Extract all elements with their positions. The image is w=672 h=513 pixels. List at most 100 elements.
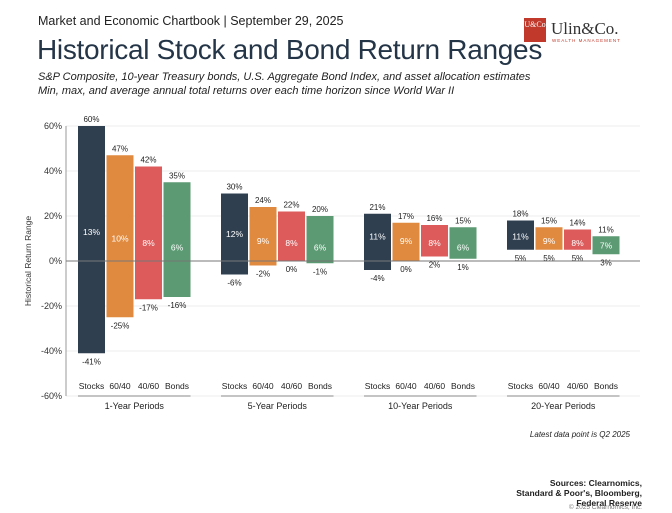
subtitle-line-2: Min, max, and average annual total retur… bbox=[38, 85, 455, 97]
min-label: -16% bbox=[168, 301, 187, 310]
range-bar bbox=[106, 155, 134, 318]
avg-label: 8% bbox=[142, 238, 155, 248]
range-bar bbox=[78, 126, 105, 354]
avg-label: 10% bbox=[111, 234, 128, 244]
max-label: 42% bbox=[140, 156, 156, 165]
logo-tagline: WEALTH MANAGEMENT bbox=[552, 38, 621, 43]
y-tick-label: 60% bbox=[44, 121, 62, 131]
category-label: Stocks bbox=[79, 381, 105, 391]
max-label: 60% bbox=[83, 115, 99, 124]
range-bar bbox=[507, 220, 534, 250]
max-label: 30% bbox=[226, 183, 242, 192]
sources-line-3: Federal Reserve bbox=[576, 498, 642, 508]
sources-line-1: Sources: Clearnomics, bbox=[549, 478, 642, 488]
max-label: 14% bbox=[569, 219, 585, 228]
max-label: 16% bbox=[426, 214, 442, 223]
max-label: 15% bbox=[455, 216, 471, 225]
min-label: 0% bbox=[400, 265, 412, 274]
y-tick-label: 20% bbox=[44, 211, 62, 221]
max-label: 17% bbox=[398, 212, 414, 221]
y-tick-label: -20% bbox=[41, 301, 62, 311]
period-label: 20-Year Periods bbox=[531, 401, 596, 411]
max-label: 22% bbox=[283, 201, 299, 210]
max-label: 20% bbox=[312, 205, 328, 214]
max-label: 24% bbox=[255, 196, 271, 205]
y-tick-label: -60% bbox=[41, 391, 62, 401]
category-label: Stocks bbox=[365, 381, 391, 391]
period-label: 10-Year Periods bbox=[388, 401, 453, 411]
min-label: 0% bbox=[286, 265, 298, 274]
max-label: 47% bbox=[112, 144, 128, 153]
range-bar bbox=[592, 236, 620, 255]
max-label: 15% bbox=[541, 216, 557, 225]
category-label: Stocks bbox=[508, 381, 534, 391]
category-label: Stocks bbox=[222, 381, 248, 391]
avg-label: 12% bbox=[226, 229, 243, 239]
category-label: 60/40 bbox=[538, 381, 560, 391]
max-label: 21% bbox=[369, 203, 385, 212]
avg-label: 6% bbox=[457, 243, 470, 253]
category-label: 40/60 bbox=[281, 381, 303, 391]
max-label: 11% bbox=[598, 225, 613, 234]
y-tick-label: 0% bbox=[49, 256, 62, 266]
min-label: -41% bbox=[82, 357, 101, 366]
range-bar bbox=[449, 227, 477, 259]
logo-mark-icon: U&Co bbox=[524, 18, 546, 42]
sources-note: Sources: Clearnomics, Standard & Poor's,… bbox=[516, 478, 642, 508]
y-tick-label: 40% bbox=[44, 166, 62, 176]
range-bar bbox=[421, 225, 448, 257]
max-label: 35% bbox=[169, 171, 185, 180]
category-label: 60/40 bbox=[395, 381, 417, 391]
avg-label: 11% bbox=[512, 231, 529, 241]
logo-name: Ulin&Co. bbox=[551, 19, 619, 38]
category-label: 40/60 bbox=[424, 381, 446, 391]
min-label: 1% bbox=[457, 263, 469, 272]
min-label: -1% bbox=[313, 267, 327, 276]
min-label: -6% bbox=[227, 279, 241, 288]
range-bar bbox=[392, 222, 420, 261]
company-logo: U&Co Ulin&Co. WEALTH MANAGEMENT bbox=[524, 18, 644, 48]
range-bar bbox=[163, 182, 191, 297]
category-label: Bonds bbox=[451, 381, 475, 391]
avg-label: 11% bbox=[369, 231, 386, 241]
min-label: 5% bbox=[572, 254, 584, 263]
min-label: 2% bbox=[429, 261, 441, 270]
min-label: -2% bbox=[256, 270, 270, 279]
avg-label: 7% bbox=[600, 240, 613, 250]
min-label: -4% bbox=[370, 274, 384, 283]
category-label: 40/60 bbox=[138, 381, 160, 391]
category-label: Bonds bbox=[165, 381, 189, 391]
period-label: 5-Year Periods bbox=[248, 401, 308, 411]
avg-label: 9% bbox=[257, 236, 270, 246]
y-tick-label: -40% bbox=[41, 346, 62, 356]
sources-line-2: Standard & Poor's, Bloomberg, bbox=[516, 488, 642, 498]
max-label: 18% bbox=[512, 210, 528, 219]
range-bar bbox=[535, 227, 563, 250]
range-bar bbox=[306, 216, 334, 264]
avg-label: 6% bbox=[314, 243, 327, 253]
min-label: 3% bbox=[600, 258, 612, 267]
latest-data-note: Latest data point is Q2 2025 bbox=[529, 430, 630, 439]
range-bar bbox=[135, 166, 162, 300]
range-bar bbox=[364, 213, 391, 270]
category-label: 60/40 bbox=[109, 381, 131, 391]
logo-mark-text: U&Co bbox=[524, 20, 546, 29]
category-label: 40/60 bbox=[567, 381, 589, 391]
subtitle-line-1: S&P Composite, 10-year Treasury bonds, U… bbox=[38, 71, 531, 83]
chartbook-header: Market and Economic Chartbook | Septembe… bbox=[38, 14, 344, 28]
avg-label: 8% bbox=[285, 238, 298, 248]
min-label: -17% bbox=[139, 303, 158, 312]
avg-label: 9% bbox=[543, 236, 556, 246]
min-label: -25% bbox=[111, 321, 130, 330]
range-bar bbox=[278, 211, 305, 261]
period-label: 1-Year Periods bbox=[105, 401, 165, 411]
copyright: © 2025 Clearnomics, Inc. bbox=[568, 504, 642, 511]
min-label: 5% bbox=[543, 254, 555, 263]
avg-label: 8% bbox=[571, 238, 584, 248]
avg-label: 8% bbox=[428, 238, 441, 248]
min-label: 5% bbox=[515, 254, 527, 263]
page-title: Historical Stock and Bond Return Ranges bbox=[37, 34, 543, 65]
range-bar bbox=[249, 207, 277, 266]
avg-label: 9% bbox=[400, 236, 413, 246]
